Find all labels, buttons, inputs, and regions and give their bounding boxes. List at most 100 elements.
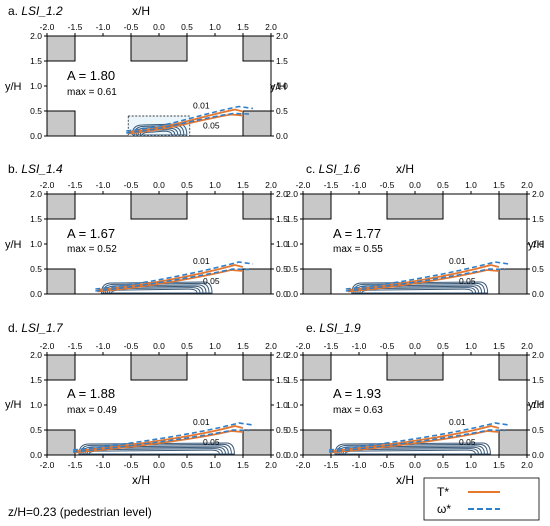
y-tick-label-right: 1.0 [276, 81, 288, 91]
y-tick-label-left: 1.0 [286, 239, 298, 249]
y-tick-label-right: 0.0 [532, 289, 544, 299]
omega-star-contour [95, 268, 250, 292]
y-tick-label-right: 2.0 [276, 189, 288, 199]
omega-star-contour [72, 429, 250, 453]
x-tick-label-top: -1.5 [68, 22, 83, 32]
y-tick-label-left: 1.5 [286, 214, 298, 224]
contour-label-0-01: 0.01 [449, 417, 466, 427]
omega-star-contour [345, 268, 506, 292]
panel-e-title: e. LSI_1.9 [306, 321, 361, 335]
building-block [130, 193, 188, 220]
panel-c-title: c. LSI_1.6 [306, 162, 360, 176]
y-tick-label-right: 1.0 [276, 239, 288, 249]
panel-a-x-axis-title-top: x/H [132, 4, 150, 18]
x-tick-label-bottom: 2.0 [265, 460, 277, 470]
y-tick-label-left: 0.5 [286, 264, 298, 274]
y-tick-label-left: 1.0 [30, 400, 42, 410]
x-tick-label-bottom: -1.0 [352, 460, 367, 470]
y-tick-label-right: 2.0 [532, 189, 544, 199]
building-block [242, 35, 272, 62]
x-tick-label-bottom: -1.5 [68, 460, 83, 470]
x-tick-label-top: -1.0 [96, 22, 111, 32]
x-tick-label-bottom: -0.5 [380, 460, 395, 470]
y-tick-label-right: 0.5 [276, 106, 288, 116]
x-tick-label-bottom: -0.5 [124, 460, 139, 470]
y-tick-label-right: 0.5 [532, 264, 544, 274]
building-block [130, 354, 188, 381]
panel-c-area-value: A = 1.77 [333, 226, 381, 241]
panel-c-x-axis-title-top: x/H [396, 162, 414, 176]
x-tick-label-top: 1.0 [209, 22, 221, 32]
x-tick-label-bottom: 0.0 [409, 460, 421, 470]
x-tick-label-bottom: 1.0 [209, 460, 221, 470]
building-block [242, 268, 272, 295]
x-tick-label-bottom: -1.0 [96, 460, 111, 470]
x-tick-label-bottom: 0.0 [153, 460, 165, 470]
y-tick-label-left: 1.5 [30, 56, 42, 66]
panel-e-max-value: max = 0.63 [333, 405, 383, 416]
panel-a-y-title-left: y/H [5, 81, 22, 93]
panel-e-area-value: A = 1.93 [333, 386, 381, 401]
x-tick-label-bottom: 1.0 [465, 460, 477, 470]
x-tick-label-top: -1.0 [96, 341, 111, 351]
x-tick-label-top: -0.5 [124, 22, 139, 32]
y-tick-label-left: 0.0 [30, 450, 42, 460]
y-tick-label-left: 2.0 [30, 31, 42, 41]
contour-label-0-05: 0.05 [203, 121, 220, 131]
x-tick-label-top: 1.5 [237, 22, 249, 32]
panel-d-x-axis-title-bottom: x/H [132, 473, 150, 487]
building-block [46, 268, 76, 295]
x-tick-label-top: -0.5 [380, 341, 395, 351]
panel-e: e. LSI_1.9 -2.0 -2.0 -1.5 -1.5 -1.0 -1.0 -0.5 -… [286, 321, 544, 487]
building-block [46, 35, 76, 62]
x-tick-label-top: 0.0 [409, 341, 421, 351]
y-tick-label-right: 1.5 [532, 375, 544, 385]
panel-a-area-value: A = 1.80 [67, 68, 115, 83]
panel-d-max-value: max = 0.49 [67, 405, 117, 416]
concentration-contour [88, 449, 220, 455]
panel-c-max-value: max = 0.55 [333, 244, 383, 255]
y-tick-label-left: 0.5 [286, 425, 298, 435]
contour-label-0-05: 0.05 [459, 437, 476, 447]
building-block [242, 429, 272, 456]
legend-box [423, 477, 540, 521]
y-tick-label-left: 1.5 [30, 375, 42, 385]
building-block [242, 193, 272, 220]
x-tick-label-top: -1.0 [352, 341, 367, 351]
building-block [46, 354, 76, 381]
x-tick-label-top: -2.0 [296, 341, 311, 351]
x-tick-label-top: 1.0 [465, 180, 477, 190]
x-tick-label-top: -1.5 [324, 180, 339, 190]
concentration-contour [110, 288, 198, 294]
building-block [242, 354, 272, 381]
y-tick-label-left: 2.0 [30, 350, 42, 360]
building-block [242, 110, 272, 137]
x-tick-label-top: -1.5 [68, 180, 83, 190]
x-tick-label-top: 1.5 [493, 341, 505, 351]
contour-label-0-01: 0.01 [193, 101, 210, 111]
building-block [302, 354, 332, 381]
y-tick-label-right: 0.0 [276, 131, 288, 141]
y-tick-label-right: 1.0 [532, 400, 544, 410]
x-tick-label-top: 0.5 [181, 180, 193, 190]
panel-d-title: d. LSI_1.7 [8, 321, 64, 335]
x-tick-label-top: 0.5 [437, 341, 449, 351]
x-tick-label-top: 1.5 [493, 180, 505, 190]
concentration-contour [361, 288, 474, 294]
building-block [302, 268, 332, 295]
x-tick-label-top: 2.0 [521, 180, 533, 190]
building-block [130, 35, 188, 62]
omega-star-contour [95, 261, 254, 290]
x-tick-label-top: 1.0 [465, 341, 477, 351]
y-tick-label-left: 2.0 [286, 189, 298, 199]
y-tick-label-left: 1.0 [286, 400, 298, 410]
y-tick-label-left: 0.5 [30, 264, 42, 274]
panel-a: a. LSI_1.2 x/H -2.0 -1.5 -1.0 -0.5 0.0 0.5 1.0… [5, 4, 288, 141]
x-tick-label-top: 2.0 [521, 341, 533, 351]
x-tick-label-bottom: 0.5 [437, 460, 449, 470]
panel-c-y-title-right: y/H [528, 239, 545, 251]
y-tick-label-left: 1.0 [30, 239, 42, 249]
building-block [386, 193, 444, 220]
y-tick-label-left: 1.5 [30, 214, 42, 224]
